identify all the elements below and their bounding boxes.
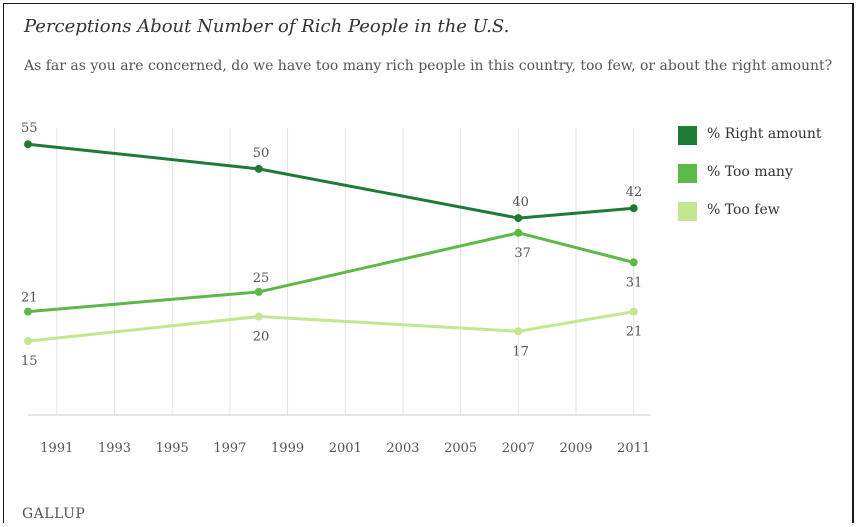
- data-points: [24, 140, 638, 346]
- x-tick-label: 2003: [386, 441, 419, 456]
- legend-label: % Too many: [707, 164, 793, 180]
- data-label: 17: [512, 344, 529, 359]
- x-tick-label: 1993: [98, 441, 131, 456]
- data-label: 42: [626, 185, 643, 200]
- data-point: [629, 307, 638, 316]
- chart-title: Perceptions About Number of Rich People …: [24, 16, 510, 37]
- x-tick-label: 1995: [156, 441, 189, 456]
- data-labels: 55 21 15 50 25 20 40 37 17 42 31 21: [21, 121, 642, 369]
- legend-swatch: [678, 202, 697, 221]
- data-point: [254, 287, 263, 296]
- x-tick-label: 1991: [40, 441, 73, 456]
- chart-frame: [3, 3, 854, 523]
- series-line: [26, 142, 636, 220]
- x-tick-label: 2005: [444, 441, 477, 456]
- data-label: 50: [253, 146, 270, 161]
- chart-subtitle: As far as you are concerned, do we have …: [24, 58, 833, 74]
- data-label: 31: [626, 275, 643, 290]
- data-label: 40: [512, 195, 529, 210]
- data-point: [24, 140, 32, 149]
- legend-swatch: [678, 126, 697, 145]
- data-label: 37: [514, 246, 531, 261]
- data-point: [629, 258, 638, 267]
- data-label: 15: [21, 354, 38, 369]
- data-point: [514, 214, 523, 223]
- x-tick-label: 1999: [271, 441, 304, 456]
- gallup-logo: GALLUP: [22, 506, 86, 522]
- data-point: [514, 228, 523, 237]
- data-point: [629, 204, 638, 213]
- data-label: 21: [626, 325, 643, 340]
- x-tick-label: 2009: [559, 441, 592, 456]
- series-line: [26, 310, 636, 343]
- series-lines: [26, 142, 636, 343]
- data-point: [254, 312, 263, 321]
- x-tick-label: 2011: [617, 441, 650, 456]
- series-line: [26, 231, 636, 314]
- data-point: [514, 327, 523, 336]
- x-tick-label: 1997: [213, 441, 246, 456]
- x-tick-label: 2007: [502, 441, 535, 456]
- data-label: 21: [21, 291, 38, 306]
- legend-label: % Too few: [707, 202, 780, 218]
- data-label: 25: [253, 271, 270, 286]
- x-tick-label: 2001: [329, 441, 362, 456]
- x-tick-labels: 1991 1993 1995 1997 1999 2001 2003 2005 2007 2009…: [40, 441, 650, 456]
- data-point: [24, 337, 32, 346]
- data-label: 20: [253, 330, 270, 345]
- legend-label: % Right amount: [707, 126, 822, 142]
- data-point: [24, 307, 32, 316]
- data-label: 55: [21, 121, 38, 136]
- legend-swatch: [678, 164, 697, 183]
- data-point: [254, 164, 263, 173]
